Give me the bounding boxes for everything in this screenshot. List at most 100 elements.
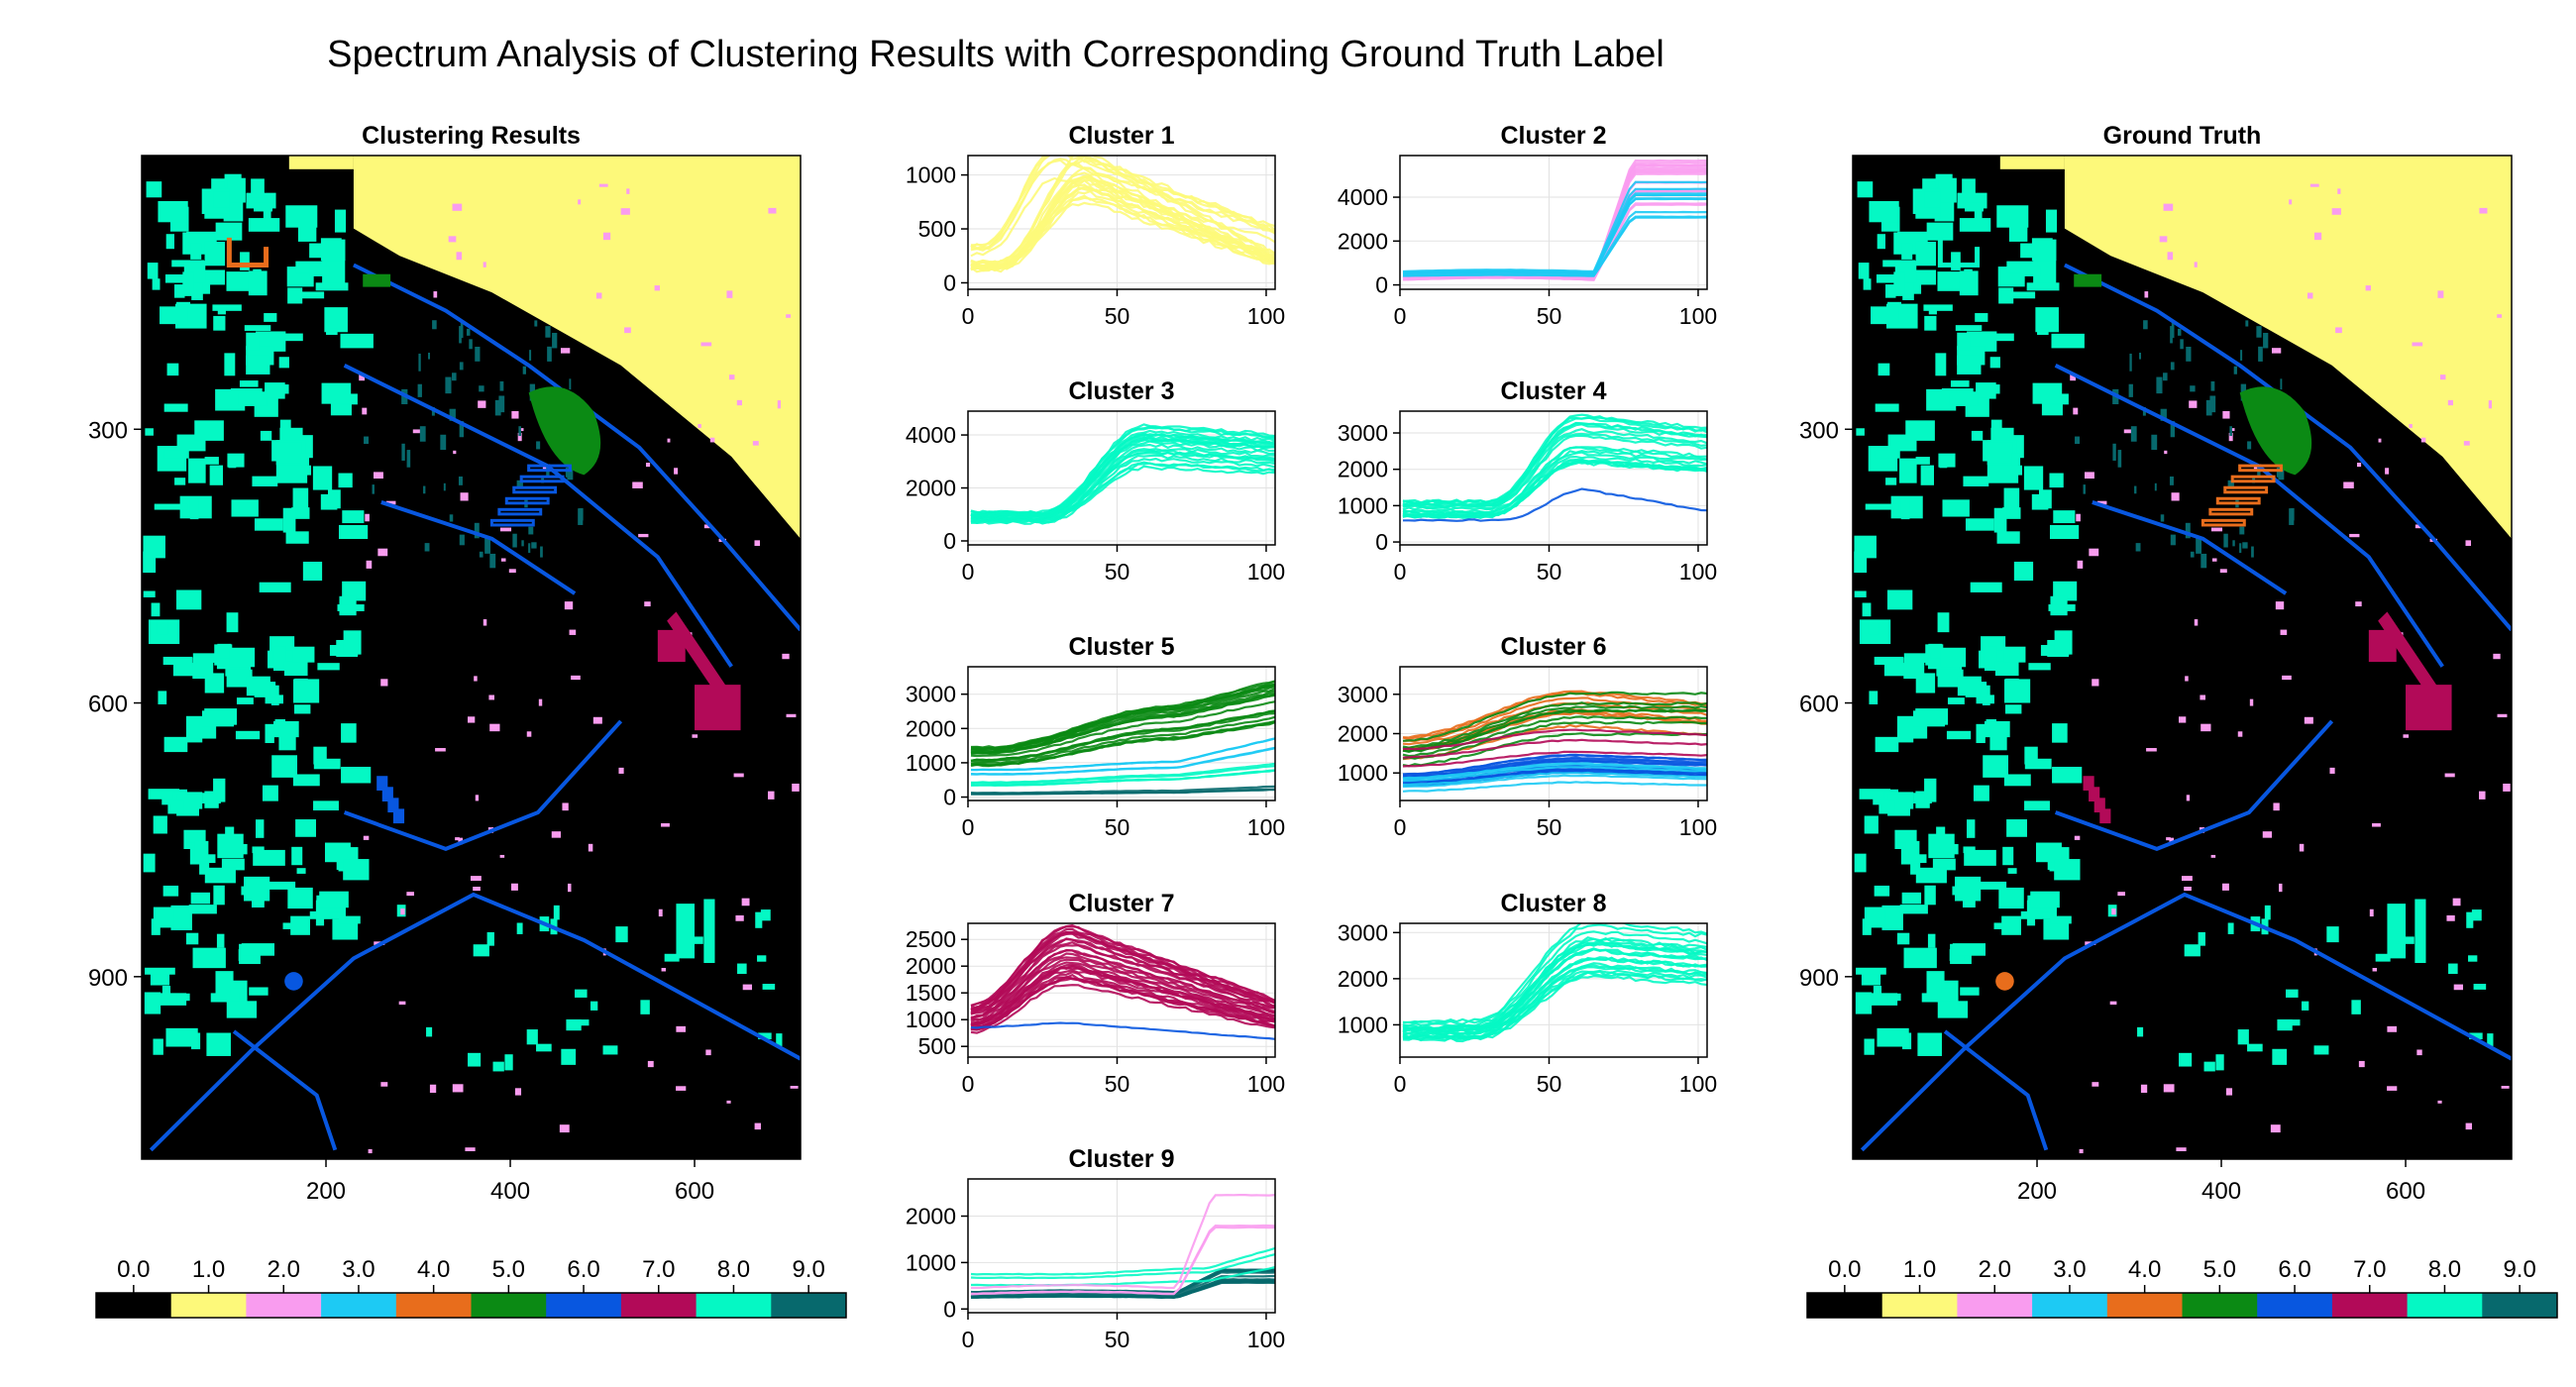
- y-tick-label: 500: [918, 216, 956, 242]
- spectrum-line-series-1: [1402, 715, 1707, 758]
- shadow-speck: [2130, 426, 2137, 442]
- soil-speck: [2194, 262, 2198, 267]
- soil-speck: [2073, 407, 2079, 415]
- x-tick-label: 0: [962, 1071, 975, 1097]
- building-block: [757, 955, 767, 962]
- shadow-speck: [460, 320, 464, 339]
- soil-speck: [645, 463, 651, 468]
- soil-speck: [2273, 802, 2280, 811]
- red-building: [2378, 611, 2443, 703]
- building-block: [2468, 955, 2478, 962]
- road-line: [2092, 500, 2288, 595]
- soil-speck: [448, 236, 457, 243]
- shadow-speck: [2210, 380, 2215, 391]
- building-block: [1950, 380, 1970, 387]
- meadow-region: [528, 386, 601, 476]
- building-block: [262, 785, 278, 801]
- colorbar-cell-2: [1957, 1293, 2033, 1318]
- building-block: [287, 887, 313, 909]
- shadow-speck: [2163, 373, 2168, 381]
- blue-patch: [381, 787, 393, 802]
- shadow-speck: [458, 476, 463, 485]
- building-block: [153, 815, 167, 834]
- building-block: [224, 353, 236, 376]
- soil-speck: [500, 558, 506, 562]
- colorbar-cell-6: [2257, 1293, 2333, 1318]
- colorbar-tick-label: 7.0: [2353, 1256, 2386, 1283]
- x-tick-label: 400: [490, 1178, 530, 1205]
- building-block: [2050, 915, 2072, 924]
- building-block: [1858, 263, 1870, 279]
- soil-speck: [618, 767, 624, 774]
- building-block: [170, 905, 192, 931]
- building-block: [190, 892, 211, 905]
- cluster-title: Cluster 8: [1501, 890, 1607, 917]
- building-block: [1926, 971, 1945, 995]
- building-block: [1875, 736, 1899, 753]
- parking-lot-row: [512, 485, 558, 494]
- building-block: [2028, 663, 2051, 671]
- feature-patch: [1995, 972, 2014, 991]
- shadow-speck: [2112, 443, 2116, 461]
- building-block: [1967, 819, 1976, 838]
- building-block: [1935, 353, 1947, 376]
- y-tick-label: 1000: [906, 162, 956, 188]
- red-patch: [2093, 798, 2105, 813]
- building-block: [2049, 524, 2080, 540]
- spectrum-line-series-1: [970, 176, 1275, 258]
- building-block: [166, 363, 179, 376]
- soil-speck: [435, 748, 446, 752]
- soil-speck: [2479, 207, 2488, 214]
- spectrum-line-series-1: [1402, 720, 1707, 760]
- cluster-title: Cluster 9: [1069, 1145, 1175, 1173]
- building-block: [189, 497, 199, 520]
- building-block: [342, 510, 365, 524]
- building-block: [2237, 1029, 2249, 1045]
- shadow-speck: [2223, 533, 2228, 548]
- building-block: [248, 218, 280, 232]
- y-tick-label: 3000: [1338, 682, 1388, 707]
- soil-speck: [366, 560, 373, 569]
- soil-speck: [398, 1001, 406, 1006]
- road-line: [343, 719, 623, 852]
- spectrum-line-series-0: [1402, 691, 1707, 741]
- soil-speck: [2313, 232, 2322, 241]
- soil-speck: [786, 713, 797, 718]
- soil-speck: [2358, 1060, 2365, 1068]
- spectrum-line-series-0: [1402, 455, 1707, 517]
- building-block: [2003, 487, 2020, 510]
- soil-speck: [453, 450, 457, 455]
- building-block: [192, 947, 226, 969]
- x-tick-label: 100: [1679, 1071, 1717, 1097]
- spectrum-line-series-3: [1402, 781, 1707, 793]
- soil-speck: [667, 438, 671, 443]
- building-block: [590, 1001, 598, 1011]
- building-block: [1878, 363, 1890, 376]
- building-block: [192, 657, 214, 680]
- x-tick-label: 200: [2017, 1178, 2057, 1205]
- building-block: [468, 1052, 482, 1067]
- building-block: [1983, 755, 2009, 778]
- building-block: [259, 582, 291, 592]
- soil-speck: [2356, 463, 2362, 468]
- building-block: [309, 266, 330, 276]
- building-block: [1871, 306, 1899, 325]
- building-block: [1965, 518, 1994, 531]
- building-block: [145, 428, 154, 436]
- building-block: [2003, 774, 2031, 787]
- shadow-speck: [531, 542, 537, 549]
- building-block: [2051, 333, 2085, 349]
- shadow-speck: [459, 534, 465, 546]
- building-block: [1899, 905, 1928, 914]
- soil-speck: [2343, 481, 2354, 488]
- soil-speck: [676, 1086, 687, 1091]
- building-block: [1938, 177, 1957, 203]
- building-block: [1878, 800, 1895, 814]
- building-block: [1952, 943, 1986, 956]
- meadow-patch: [363, 273, 391, 287]
- building-block: [1869, 691, 1878, 704]
- shadow-speck: [2139, 352, 2142, 360]
- road-line: [1860, 892, 2512, 1152]
- shadow-speck: [2205, 399, 2212, 416]
